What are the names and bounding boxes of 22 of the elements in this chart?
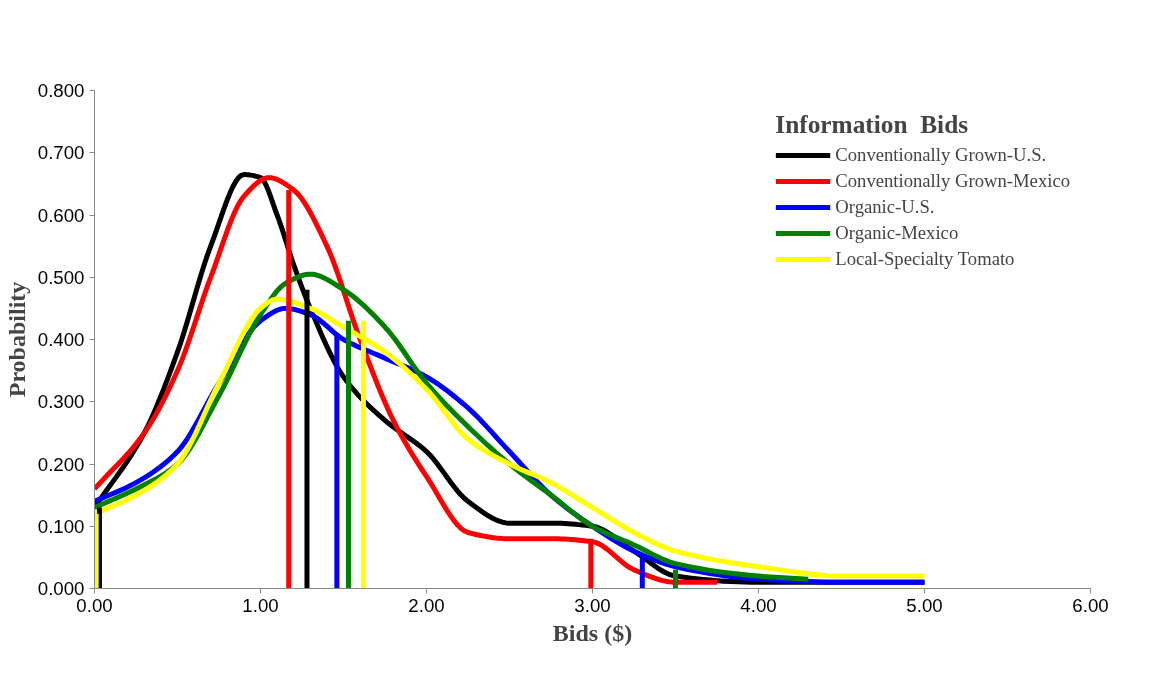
legend-label: Conventionally Grown-U.S. — [835, 144, 1047, 166]
y-tick-label: 0.500 — [37, 266, 85, 288]
x-tick-label: 4.00 — [740, 594, 777, 616]
legend-title: Information Bids — [775, 110, 970, 139]
y-tick-label: 0.200 — [37, 453, 85, 475]
x-tick-label: 6.00 — [1072, 594, 1109, 616]
y-tick-label: 0.300 — [37, 391, 85, 413]
y-axis-title: Probability — [3, 281, 30, 398]
y-tick-label: 0.600 — [37, 204, 85, 226]
y-tick-label: 0.800 — [37, 80, 85, 101]
y-tick-label: 0.100 — [37, 515, 85, 537]
x-tick-label: 5.00 — [906, 594, 943, 616]
legend-label: Organic-U.S. — [835, 196, 935, 218]
legend-label: Local-Specialty Tomato — [835, 248, 1015, 270]
legend-label: Organic-Mexico — [835, 222, 959, 244]
x-tick-label: 1.00 — [242, 594, 279, 616]
y-tick-label: 0.700 — [37, 142, 85, 164]
legend-label: Conventionally Grown-Mexico — [835, 170, 1070, 192]
x-tick-label: 2.00 — [408, 594, 445, 616]
x-tick-label: 3.00 — [574, 594, 611, 616]
x-axis-title: Bids ($) — [552, 619, 633, 646]
y-tick-label: 0.400 — [37, 329, 85, 350]
